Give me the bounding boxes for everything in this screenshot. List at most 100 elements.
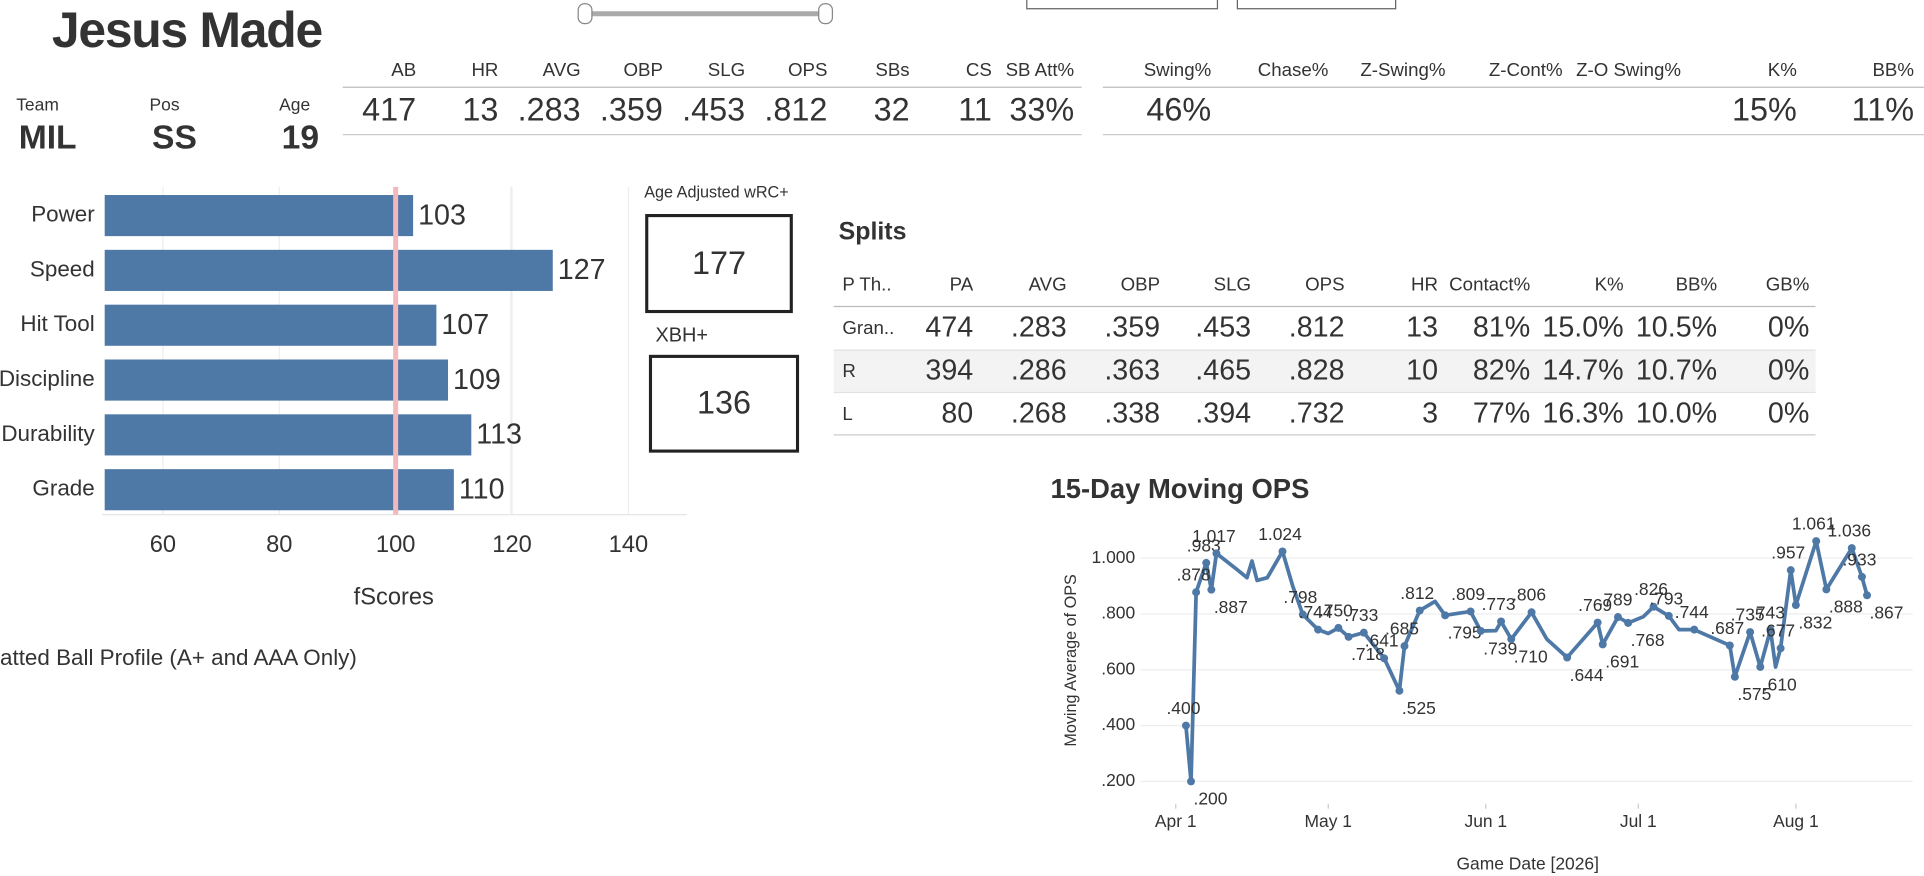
table-cell: 10.7% — [1636, 355, 1717, 387]
bar — [104, 359, 449, 401]
point — [1202, 558, 1211, 567]
field-value: SS — [152, 119, 197, 156]
category-label: Hit Tool — [20, 311, 94, 336]
data-label: .795 — [1448, 623, 1482, 643]
x-tick-label: Jul 1 — [1620, 811, 1657, 831]
stat-value: 33% — [1009, 92, 1074, 128]
table-cell: 474 — [925, 312, 973, 344]
filter-dropdown[interactable] — [1236, 0, 1397, 10]
point — [1207, 585, 1216, 594]
table-cell: 81% — [1473, 312, 1530, 344]
point — [1593, 618, 1602, 627]
data-label: .957 — [1771, 543, 1805, 563]
table-title: Splits — [839, 218, 907, 246]
column-header: Z-Swing% — [1360, 59, 1445, 80]
table-cell: .453 — [1195, 312, 1251, 344]
point — [1613, 613, 1622, 622]
data-label: .200 — [1194, 789, 1228, 809]
point — [1344, 632, 1353, 641]
column-header: BB% — [1872, 59, 1914, 80]
table-cell: L — [842, 403, 852, 424]
x-axis-title: fScores — [354, 584, 434, 610]
stat-value: 15% — [1732, 92, 1797, 128]
point — [1690, 625, 1699, 634]
point — [1476, 626, 1485, 635]
bar — [104, 304, 437, 346]
column-header: AVG — [1029, 273, 1067, 294]
field-label: Pos — [150, 95, 180, 115]
point — [1334, 623, 1343, 632]
point — [1395, 686, 1404, 695]
x-tick-label: Apr 1 — [1155, 811, 1197, 831]
data-label: .610 — [1763, 674, 1797, 694]
table-cell: R — [842, 360, 856, 381]
y-axis-title: Moving Average of OPS — [1062, 574, 1080, 747]
field-label: Team — [16, 95, 59, 115]
chart-title: 15-Day Moving OPS — [1050, 473, 1309, 504]
point — [1624, 618, 1633, 627]
x-tick-label: 120 — [492, 532, 531, 558]
point — [1776, 644, 1785, 653]
data-label: .744 — [1675, 602, 1709, 622]
column-header: OPS — [788, 59, 827, 80]
slider-handle[interactable] — [577, 3, 593, 25]
x-tick-label: 60 — [150, 532, 176, 558]
data-label: .735 — [1731, 605, 1765, 625]
bar — [104, 249, 553, 291]
bar — [104, 195, 414, 237]
filter-dropdown[interactable] — [1026, 0, 1219, 10]
column-header: OBP — [1121, 273, 1160, 294]
y-tick-label: .200 — [1101, 770, 1135, 790]
point — [1746, 628, 1755, 637]
stat-value: .453 — [682, 92, 745, 128]
column-header: OBP — [623, 59, 662, 80]
stat-value: 11% — [1852, 92, 1914, 128]
point — [1725, 641, 1734, 650]
table-cell: 10 — [1406, 355, 1438, 387]
data-label: .750 — [1319, 600, 1353, 620]
point — [1441, 611, 1450, 620]
table-cell: .732 — [1289, 398, 1345, 430]
section-title: atted Ball Profile (A+ and AAA Only) — [0, 645, 357, 670]
data-label: .743 — [1751, 602, 1785, 622]
row-band — [833, 350, 1816, 393]
x-tick-label: May 1 — [1305, 811, 1353, 831]
column-header: Z-Cont% — [1489, 59, 1563, 80]
point — [1314, 625, 1323, 634]
table-cell: .394 — [1195, 398, 1251, 430]
category-label: Power — [31, 201, 95, 226]
data-label: .739 — [1483, 638, 1517, 658]
category-label: Speed — [30, 256, 95, 281]
column-header: P Th.. — [842, 273, 891, 294]
data-label: .888 — [1829, 597, 1863, 617]
table-cell: .363 — [1104, 355, 1160, 387]
data-label: .677 — [1761, 621, 1795, 641]
table-cell: .286 — [1011, 355, 1067, 387]
column-header: OPS — [1305, 273, 1344, 294]
data-label: .773 — [1482, 594, 1516, 614]
data-label: 110 — [459, 474, 505, 506]
data-label: 103 — [418, 199, 466, 231]
point — [1278, 547, 1287, 556]
column-header: Chase% — [1258, 59, 1329, 80]
point — [1857, 572, 1866, 581]
field-value: MIL — [19, 119, 77, 156]
data-label: .768 — [1631, 630, 1665, 650]
point — [1466, 607, 1475, 616]
column-header: SBs — [875, 59, 909, 80]
table-cell: 0% — [1768, 398, 1809, 430]
data-label: .878 — [1177, 565, 1211, 585]
table-cell: .359 — [1104, 312, 1160, 344]
table-cell: 394 — [925, 355, 973, 387]
point — [1730, 672, 1739, 681]
stat-value: 13 — [462, 92, 498, 128]
table-cell: .812 — [1289, 312, 1345, 344]
slider-handle[interactable] — [818, 3, 834, 25]
point — [1415, 606, 1424, 615]
column-header: Contact% — [1449, 273, 1530, 294]
table-cell: Gran.. — [842, 317, 894, 338]
point — [1812, 537, 1821, 546]
column-header: K% — [1768, 59, 1797, 80]
point — [1791, 601, 1800, 610]
